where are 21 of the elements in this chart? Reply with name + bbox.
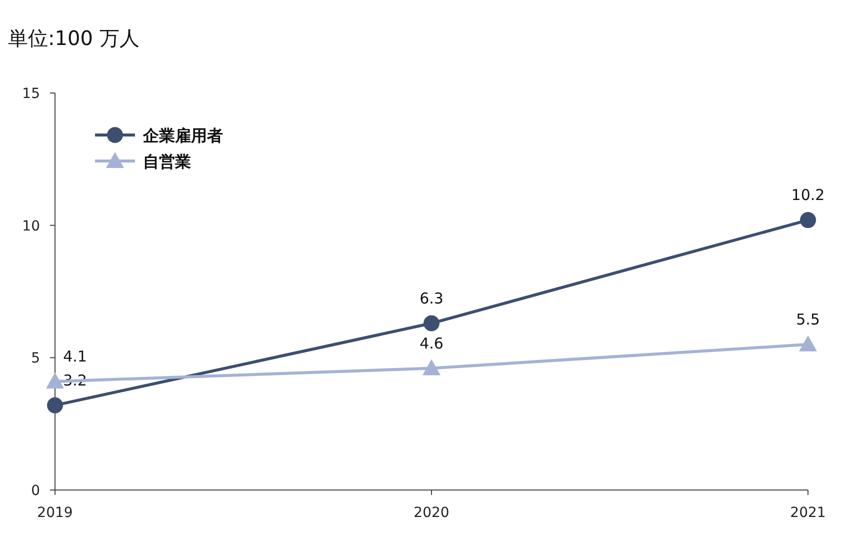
point [424, 315, 440, 332]
data-label: 10.2 [791, 186, 825, 204]
y-tick-label: 0 [31, 483, 40, 499]
data-label: 6.3 [420, 289, 444, 308]
x-tick-label: 2021 [790, 505, 826, 521]
y-tick-label: 10 [22, 218, 40, 234]
data-label: 5.5 [796, 310, 820, 328]
point [422, 359, 440, 376]
point [47, 397, 63, 414]
point [46, 372, 64, 388]
point [800, 212, 816, 228]
data-label: 4.1 [63, 347, 87, 366]
x-tick-label: 2020 [414, 505, 450, 521]
y-tick-label: 5 [31, 350, 40, 367]
x-tick-label: 2019 [37, 505, 73, 521]
chart-title: 単位:100 万人 [8, 26, 140, 50]
y-tick-label: 15 [22, 86, 40, 102]
point [799, 335, 817, 352]
legend-label: 自営業 [143, 152, 191, 171]
legend-label: 企業雇用者 [142, 126, 223, 145]
data-label: 4.6 [420, 334, 444, 352]
